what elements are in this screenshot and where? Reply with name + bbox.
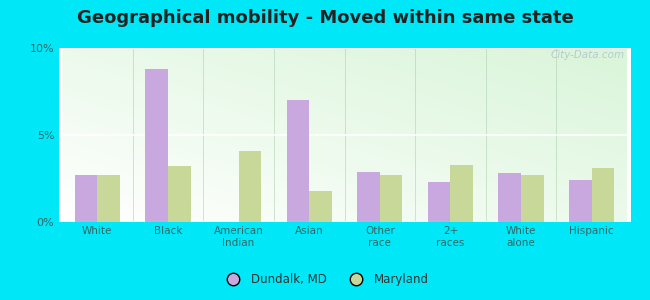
Bar	[98, 175, 120, 222]
Bar	[358, 172, 380, 222]
Bar	[168, 166, 190, 222]
Bar	[521, 175, 543, 222]
Bar	[428, 182, 450, 222]
Bar	[287, 100, 309, 222]
Bar	[499, 173, 521, 222]
Text: City-Data.com: City-Data.com	[551, 50, 625, 60]
Bar	[146, 69, 168, 222]
Legend: Dundalk, MD, Maryland: Dundalk, MD, Maryland	[216, 269, 434, 291]
Bar	[569, 180, 592, 222]
Bar	[450, 165, 473, 222]
Bar	[380, 175, 402, 222]
Bar	[592, 168, 614, 222]
Bar	[75, 175, 98, 222]
Bar	[309, 191, 332, 222]
Text: Geographical mobility - Moved within same state: Geographical mobility - Moved within sam…	[77, 9, 573, 27]
Bar	[239, 151, 261, 222]
